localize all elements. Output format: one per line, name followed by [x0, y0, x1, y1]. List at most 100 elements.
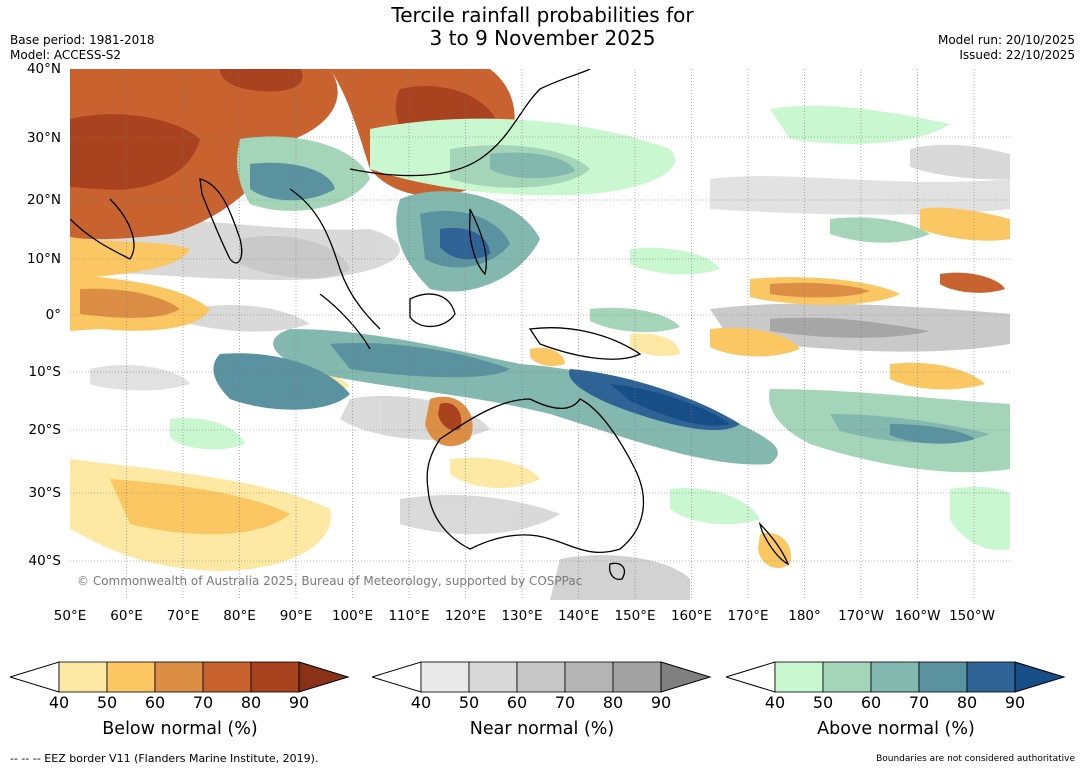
colorbar-segment — [966, 661, 1016, 693]
colorbar-over-triangle — [660, 661, 712, 693]
near-normal-region — [240, 235, 350, 279]
below-normal-region — [438, 403, 462, 431]
below-normal-region — [758, 533, 791, 569]
colorbar-segment — [564, 661, 614, 693]
copyright-notice: © Commonwealth of Australia 2025, Bureau… — [77, 574, 582, 588]
lon-label: 110°E — [388, 608, 430, 624]
coastline-china — [349, 69, 591, 177]
lon-label: 90°E — [279, 608, 313, 624]
lat-label: 30°S — [28, 485, 62, 501]
colorbar-tick: 40 — [48, 693, 70, 712]
base-period: Base period: 1981-2018 — [10, 33, 155, 47]
colorbar-tick: 60 — [506, 693, 528, 712]
below-normal-region — [450, 457, 540, 489]
coastline-new-guinea — [528, 327, 642, 360]
coastline-australia — [426, 398, 645, 553]
below-normal-region — [70, 69, 338, 240]
lat-label: 10°S — [28, 364, 62, 380]
above-normal-region — [213, 353, 350, 410]
lon-label: 150°W — [949, 608, 995, 624]
below-normal-colorbar — [10, 661, 350, 693]
below-normal-region — [80, 288, 180, 318]
coastlines — [70, 69, 790, 580]
colorbar-under-triangle — [10, 661, 60, 693]
lon-label: 160°W — [894, 608, 941, 624]
colorbar-segment — [106, 661, 156, 693]
lon-label: 130°E — [501, 608, 543, 624]
colorbar-segment — [822, 661, 872, 693]
lat-label: 10°N — [26, 251, 61, 267]
above-normal-region — [630, 247, 720, 275]
lat-label: 20°S — [28, 422, 62, 438]
colorbar-segment — [58, 661, 108, 693]
lat-label: 0° — [45, 307, 61, 323]
meta-left: Base period: 1981-2018 Model: ACCESS-S2 — [10, 33, 155, 63]
colorbar-segment — [468, 661, 518, 693]
colorbar-under-triangle — [372, 661, 422, 693]
probability-map: © Commonwealth of Australia 2025, Bureau… — [70, 69, 1010, 600]
colorbar-segment — [774, 661, 824, 693]
colorbar-tick: 60 — [144, 693, 166, 712]
above-normal-region — [170, 418, 245, 450]
colorbar-tick: 80 — [240, 693, 262, 712]
near-normal-title: Near normal (%) — [469, 719, 615, 739]
lon-label: 80°E — [223, 608, 256, 624]
above-normal-region — [670, 488, 760, 525]
colorbar-segment — [612, 661, 662, 693]
above-normal-region — [590, 307, 680, 333]
issued-date: Issued: 22/10/2025 — [959, 48, 1075, 62]
colorbar-tick: 70 — [192, 693, 214, 712]
lon-label: 160°E — [670, 608, 713, 624]
below-normal-region — [530, 347, 565, 367]
coastline-southeast-asia — [289, 188, 381, 330]
colorbar-tick: 80 — [602, 693, 624, 712]
lon-label: 170°E — [727, 608, 769, 624]
colorbar-tick: 70 — [554, 693, 576, 712]
near-normal-region — [770, 317, 930, 338]
near-normal-region — [910, 144, 1010, 180]
coastline-new-zealand — [758, 521, 790, 566]
boundaries-disclaimer: Boundaries are not considered authoritat… — [876, 754, 1075, 764]
above-normal-region — [830, 217, 930, 243]
model-run: Model run: 20/10/2025 — [937, 33, 1075, 47]
colorbar-tick: 80 — [956, 693, 978, 712]
colorbar-tick: 50 — [458, 693, 480, 712]
colorbar-tick: 70 — [908, 693, 930, 712]
below-normal-region — [630, 333, 680, 357]
graticule — [70, 69, 1010, 600]
above-normal-region — [250, 162, 335, 201]
colorbar-over-triangle — [1014, 661, 1066, 693]
lon-label: 150°E — [614, 608, 656, 624]
colorbar-segment — [250, 661, 300, 693]
colorbar-tick: 90 — [288, 693, 310, 712]
below-normal-region — [70, 114, 200, 190]
colorbar-segment — [154, 661, 204, 693]
above-normal-colorbar — [726, 661, 1066, 693]
coastline-borneo — [409, 293, 456, 328]
colorbar-segment — [870, 661, 920, 693]
above-normal-regions — [170, 105, 1010, 550]
colorbar-tick: 40 — [410, 693, 432, 712]
below-normal-region — [710, 327, 800, 357]
map-title: Tercile rainfall probabilities for 3 to … — [0, 4, 1085, 50]
lon-label: 180° — [788, 608, 821, 624]
colorbar-under-triangle — [726, 661, 776, 693]
above-normal-region — [610, 384, 730, 426]
lon-label: 140°E — [557, 608, 600, 624]
coastline-tasmania — [608, 562, 625, 580]
above-normal-region — [950, 486, 1010, 550]
title-line-1: Tercile rainfall probabilities for — [391, 3, 694, 27]
below-normal-region — [770, 282, 870, 298]
lon-label: 70°E — [166, 608, 200, 624]
lat-label: 20°N — [26, 192, 61, 208]
title-line-2: 3 to 9 November 2025 — [429, 26, 656, 50]
colorbar-segment — [202, 661, 252, 693]
colorbar-tick: 90 — [650, 693, 672, 712]
colorbar-tick: 50 — [812, 693, 834, 712]
colorbar-tick: 40 — [764, 693, 786, 712]
near-normal-region — [90, 364, 190, 391]
colorbar-tick: 60 — [860, 693, 882, 712]
colorbar-segment — [918, 661, 968, 693]
below-normal-region — [110, 479, 290, 535]
above-normal-region — [890, 424, 975, 444]
